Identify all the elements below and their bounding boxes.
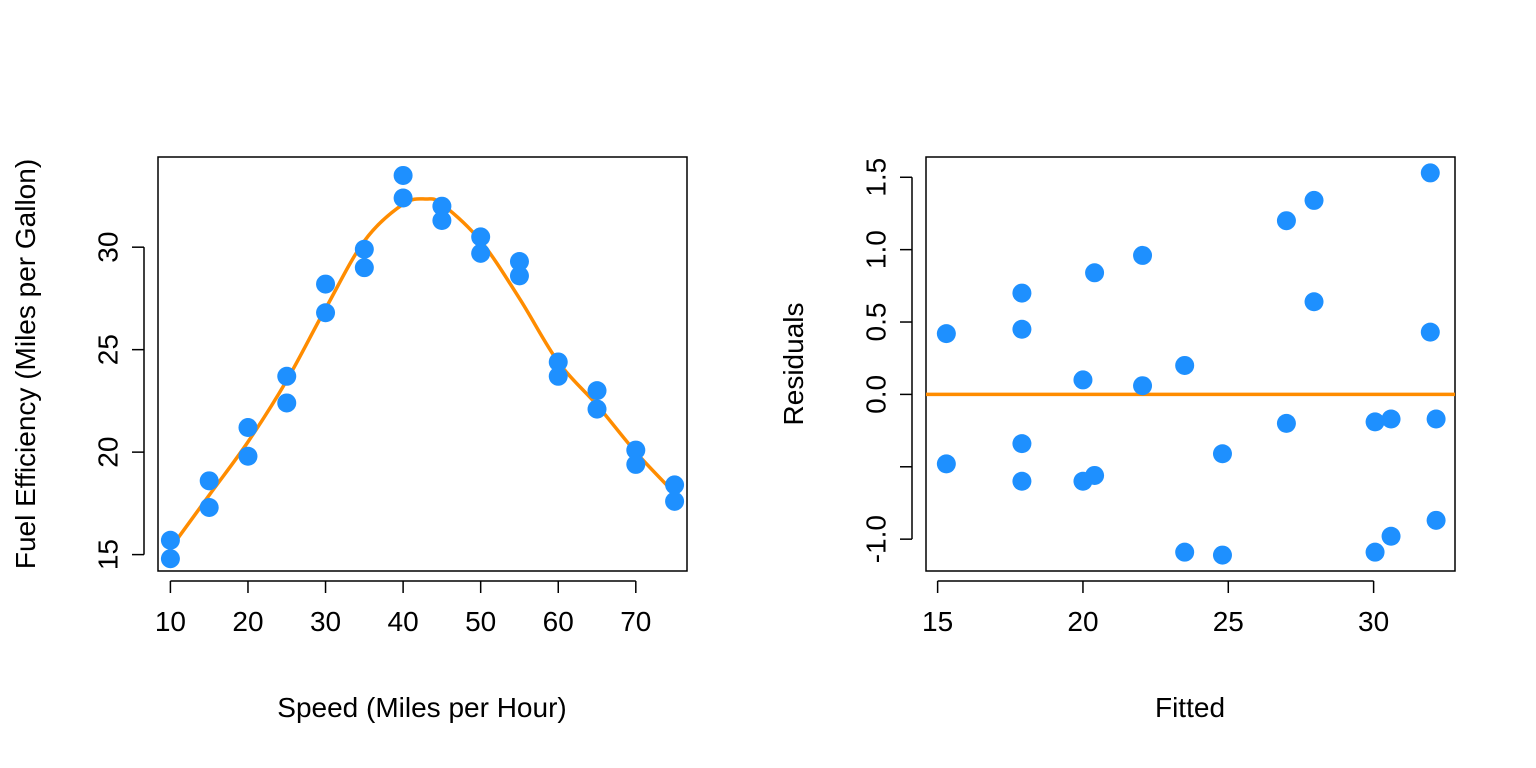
data-point (1276, 211, 1296, 231)
data-point (277, 366, 297, 386)
data-point (199, 471, 219, 491)
data-point (393, 165, 413, 185)
data-point (936, 454, 956, 474)
y-axis: -1.0 0.0 0.5 1.0 1.5 (861, 158, 913, 563)
data-point (238, 418, 258, 438)
data-point (471, 243, 491, 263)
x-tick-label: 60 (543, 606, 574, 637)
y-tick-label: 1.0 (861, 230, 892, 269)
data-point (626, 454, 646, 474)
y-axis: 15 20 25 30 (93, 232, 145, 570)
data-point (626, 440, 646, 460)
x-axis-title: Speed (Miles per Hour) (277, 692, 566, 723)
y-tick-label: -1.0 (861, 515, 892, 563)
data-point (354, 239, 374, 259)
data-point (1073, 370, 1093, 390)
data-point (160, 530, 180, 550)
data-point (665, 491, 685, 511)
data-point (587, 381, 607, 401)
data-point (509, 252, 529, 272)
data-point (1420, 322, 1440, 342)
data-point (277, 393, 297, 413)
data-point (354, 258, 374, 278)
plot-frame (925, 156, 1456, 572)
data-point (1012, 319, 1032, 339)
data-point (316, 303, 336, 323)
y-axis-title: Fuel Efficiency (Miles per Gallon) (10, 159, 41, 569)
data-point (393, 188, 413, 208)
x-axis-title: Fitted (1155, 692, 1225, 723)
points-layer (936, 163, 1446, 565)
data-point (1381, 526, 1401, 546)
data-point (548, 352, 568, 372)
data-point (1012, 283, 1032, 303)
data-point (1133, 376, 1153, 396)
data-point (1426, 409, 1446, 429)
y-tick-label: 0.5 (861, 303, 892, 342)
data-point (1304, 292, 1324, 312)
y-tick-label: 30 (93, 232, 124, 263)
data-point (1304, 190, 1324, 210)
data-point (1420, 163, 1440, 183)
data-point (587, 399, 607, 419)
data-point (1133, 245, 1153, 265)
speed-efficiency-panel: 10 20 30 40 50 60 70 15 20 25 30 Speed (Miles per… (10, 156, 688, 723)
x-axis: 10 20 30 40 50 60 70 (155, 580, 651, 637)
x-tick-label: 10 (155, 606, 186, 637)
data-point (1276, 413, 1296, 433)
data-point (471, 227, 491, 247)
data-point (1085, 465, 1105, 485)
x-tick-label: 30 (1358, 606, 1389, 637)
x-tick-label: 25 (1213, 606, 1244, 637)
data-point (1012, 434, 1032, 454)
x-axis: 15 20 25 30 (922, 580, 1389, 637)
data-point (160, 549, 180, 569)
data-point (548, 366, 568, 386)
data-point (1212, 444, 1232, 464)
y-axis-title: Residuals (778, 303, 809, 426)
data-point (432, 196, 452, 216)
x-tick-label: 50 (465, 606, 496, 637)
data-point (1212, 545, 1232, 565)
x-tick-label: 70 (620, 606, 651, 637)
data-point (1012, 471, 1032, 491)
points-layer (160, 165, 685, 569)
data-point (1175, 542, 1195, 562)
y-tick-label: 0.0 (861, 375, 892, 414)
residuals-panel: 15 20 25 30 -1.0 0.0 0.5 1.0 1.5 Fitted Residua… (778, 156, 1456, 723)
x-tick-label: 20 (1067, 606, 1098, 637)
y-tick-label: 25 (93, 334, 124, 365)
y-tick-label: 1.5 (861, 158, 892, 197)
y-tick-label: 15 (93, 539, 124, 570)
data-point (1426, 510, 1446, 530)
x-tick-label: 20 (232, 606, 263, 637)
x-tick-label: 15 (922, 606, 953, 637)
data-point (1365, 542, 1385, 562)
data-point (1175, 355, 1195, 375)
y-tick-label: 20 (93, 437, 124, 468)
data-point (432, 211, 452, 231)
data-point (199, 497, 219, 517)
data-point (1365, 412, 1385, 432)
data-point (1381, 409, 1401, 429)
data-point (509, 266, 529, 286)
plot-frame (157, 156, 688, 572)
x-tick-label: 40 (388, 606, 419, 637)
data-point (665, 475, 685, 495)
data-point (1085, 263, 1105, 283)
data-point (936, 324, 956, 344)
x-tick-label: 30 (310, 606, 341, 637)
data-point (316, 274, 336, 294)
data-point (238, 446, 258, 466)
